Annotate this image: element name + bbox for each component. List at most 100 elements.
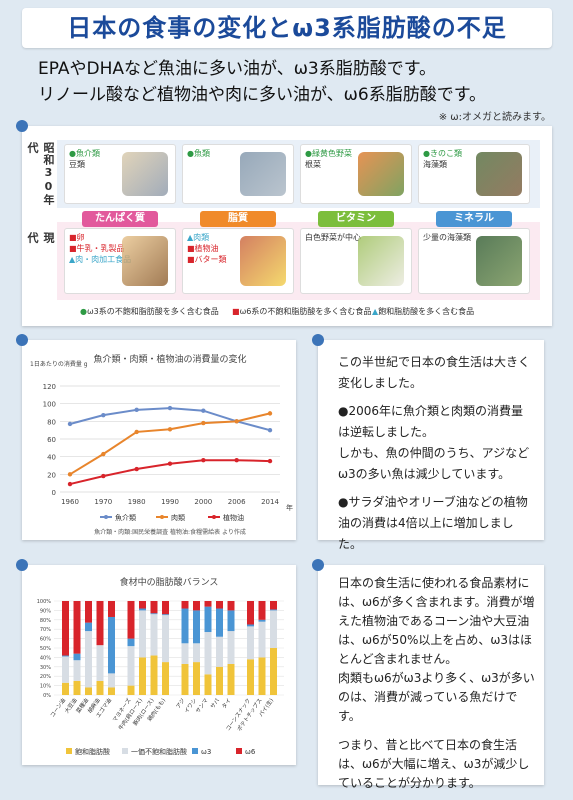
series-point bbox=[101, 473, 106, 479]
bar-segment-2 bbox=[227, 631, 235, 664]
y-axis-label: 1日あたりの消費量 g bbox=[30, 360, 88, 368]
bar-segment-3 bbox=[73, 653, 81, 661]
series-point bbox=[134, 407, 139, 413]
legend-label: 植物油 bbox=[223, 513, 244, 522]
legend-swatch-point bbox=[160, 515, 164, 519]
now-era-cell-2-item: ■植物油 bbox=[187, 244, 219, 253]
series-point bbox=[234, 458, 239, 463]
category-tag-2: 脂質 bbox=[200, 211, 276, 227]
card-marker-dot bbox=[312, 559, 324, 571]
y-tick-label: 20 bbox=[47, 471, 56, 479]
x-tick-label: 2014 bbox=[261, 498, 279, 506]
y-tick-label: 40% bbox=[40, 655, 51, 661]
bar-segment-3 bbox=[62, 655, 69, 657]
legend-swatch bbox=[122, 748, 128, 754]
now-era-food-illustration bbox=[240, 236, 286, 286]
bar-segment-2 bbox=[108, 673, 115, 688]
text-card-2 bbox=[318, 565, 544, 785]
intro-line-2: リノール酸など植物油や肉に多い油が、ω6系脂肪酸です。 bbox=[38, 85, 487, 105]
bar-segment-4 bbox=[150, 601, 158, 614]
legend-label: ω6 bbox=[245, 748, 256, 756]
series-point bbox=[201, 420, 206, 426]
bar-segment-2 bbox=[258, 621, 266, 658]
legend-label: ω3 bbox=[201, 748, 211, 756]
consumption-chart-card bbox=[22, 340, 296, 540]
legend-swatch-point bbox=[212, 515, 216, 519]
card-marker-dot bbox=[312, 334, 324, 346]
y-tick-label: 40 bbox=[47, 454, 56, 462]
bar-segment-4 bbox=[108, 601, 115, 617]
now-era-cell-4-item: 少量の海藻類 bbox=[423, 233, 471, 242]
old-era-cell-3-item: 根菜 bbox=[305, 160, 321, 169]
series-point bbox=[267, 427, 273, 433]
series-point bbox=[167, 461, 173, 466]
bar-segment-1 bbox=[73, 680, 81, 695]
legend-swatch bbox=[66, 748, 72, 754]
bar-segment-2 bbox=[216, 636, 223, 667]
text-2-para-3: つまり、昔と比べて日本の食生活は、ω6が大幅に増え、ω3が減少していることが分か… bbox=[338, 738, 530, 790]
old-era-cell-4-item: 海藻類 bbox=[423, 160, 447, 169]
bar-segment-3 bbox=[258, 619, 266, 622]
bar-segment-2 bbox=[139, 610, 146, 658]
omega-note: ※ ω:オメガと読みます。 bbox=[438, 112, 551, 123]
text-1-para-1: この半世紀で日本の食生活は大きく変化しました。 bbox=[338, 355, 531, 390]
bar-segment-4 bbox=[216, 601, 223, 609]
bar-segment-1 bbox=[62, 682, 69, 695]
bar-segment-4 bbox=[270, 601, 277, 610]
legend-label: 一価不飽和脂肪酸 bbox=[131, 747, 187, 756]
legend-mark: ▲ bbox=[372, 307, 379, 316]
bar-segment-3 bbox=[193, 610, 200, 644]
bar-segment-1 bbox=[96, 680, 104, 695]
text-card-1 bbox=[318, 340, 544, 540]
card-marker-dot bbox=[16, 559, 28, 571]
now-era-food-illustration bbox=[358, 236, 404, 286]
chart-title: 魚介類・肉類・植物油の消費量の変化 bbox=[93, 353, 246, 365]
old-era-food-illustration bbox=[476, 152, 522, 196]
bar-segment-1 bbox=[108, 687, 115, 695]
bar-segment-1 bbox=[204, 674, 212, 695]
series-point bbox=[67, 481, 73, 487]
now-era-cell-1-item: ■卵 bbox=[69, 233, 85, 242]
now-era-cell-2-item: ▲肉類 bbox=[187, 233, 210, 242]
series-point bbox=[134, 429, 139, 435]
now-era-food-illustration bbox=[122, 236, 168, 286]
bar-segment-2 bbox=[247, 626, 254, 660]
bar-segment-2 bbox=[96, 645, 104, 681]
bar-segment-3 bbox=[108, 616, 115, 674]
bar-segment-3 bbox=[85, 622, 92, 632]
bar-segment-4 bbox=[162, 601, 169, 615]
legend-label: 肉類 bbox=[171, 513, 185, 522]
text-block-1: この半世紀で日本の食生活は大きく変化しました。 ●2006年に魚介類と肉類の消費… bbox=[338, 352, 534, 562]
bar-segment-1 bbox=[270, 648, 277, 695]
y-tick-label: 10% bbox=[40, 684, 51, 690]
bar-segment-2 bbox=[85, 631, 92, 688]
bar-segment-2 bbox=[270, 610, 277, 648]
bar-segment-4 bbox=[258, 601, 266, 620]
text-2-para-2: 肉類もω6がω3より多く、ω3が多いのは、消費が減っている魚だけです。 bbox=[338, 671, 535, 723]
bar-segment-4 bbox=[73, 601, 81, 654]
category-label: サバ bbox=[209, 697, 221, 710]
bar-segment-4 bbox=[139, 601, 146, 609]
text-1-para-4: ●サラダ油やオリーブ油などの植物油の消費は4倍以上に増加しました。 bbox=[338, 495, 528, 551]
y-tick-label: 70% bbox=[40, 627, 51, 633]
bar-segment-3 bbox=[247, 624, 254, 627]
bar-segment-1 bbox=[247, 659, 254, 695]
x-tick-label: 1960 bbox=[61, 498, 79, 506]
bar-segment-4 bbox=[193, 601, 200, 611]
chart-source: 魚介類・肉類:国民栄養調査 植物油:食糧需給表 より作成 bbox=[94, 528, 246, 536]
bar-segment-2 bbox=[204, 632, 212, 675]
y-tick-label: 20% bbox=[40, 674, 51, 680]
bar-segment-4 bbox=[96, 601, 104, 646]
x-tick-label: 1980 bbox=[128, 498, 146, 506]
category-tag-3: ビタミン bbox=[318, 211, 394, 227]
bar-segment-4 bbox=[85, 601, 92, 623]
bar-segment-1 bbox=[139, 657, 146, 695]
text-1-para-2: ●2006年に魚介類と肉類の消費量は逆転しました。 bbox=[338, 404, 524, 439]
legend-text: 飽和脂肪酸を多く含む食品 bbox=[378, 307, 475, 316]
category-label: サンマ bbox=[194, 697, 209, 715]
category-label: コーン油 bbox=[48, 696, 67, 719]
old-era-cell-3-item: ●緑黄色野菜 bbox=[305, 149, 352, 158]
bar-segment-4 bbox=[204, 601, 212, 607]
y-tick-label: 60% bbox=[40, 637, 51, 643]
bar-segment-2 bbox=[150, 614, 158, 656]
